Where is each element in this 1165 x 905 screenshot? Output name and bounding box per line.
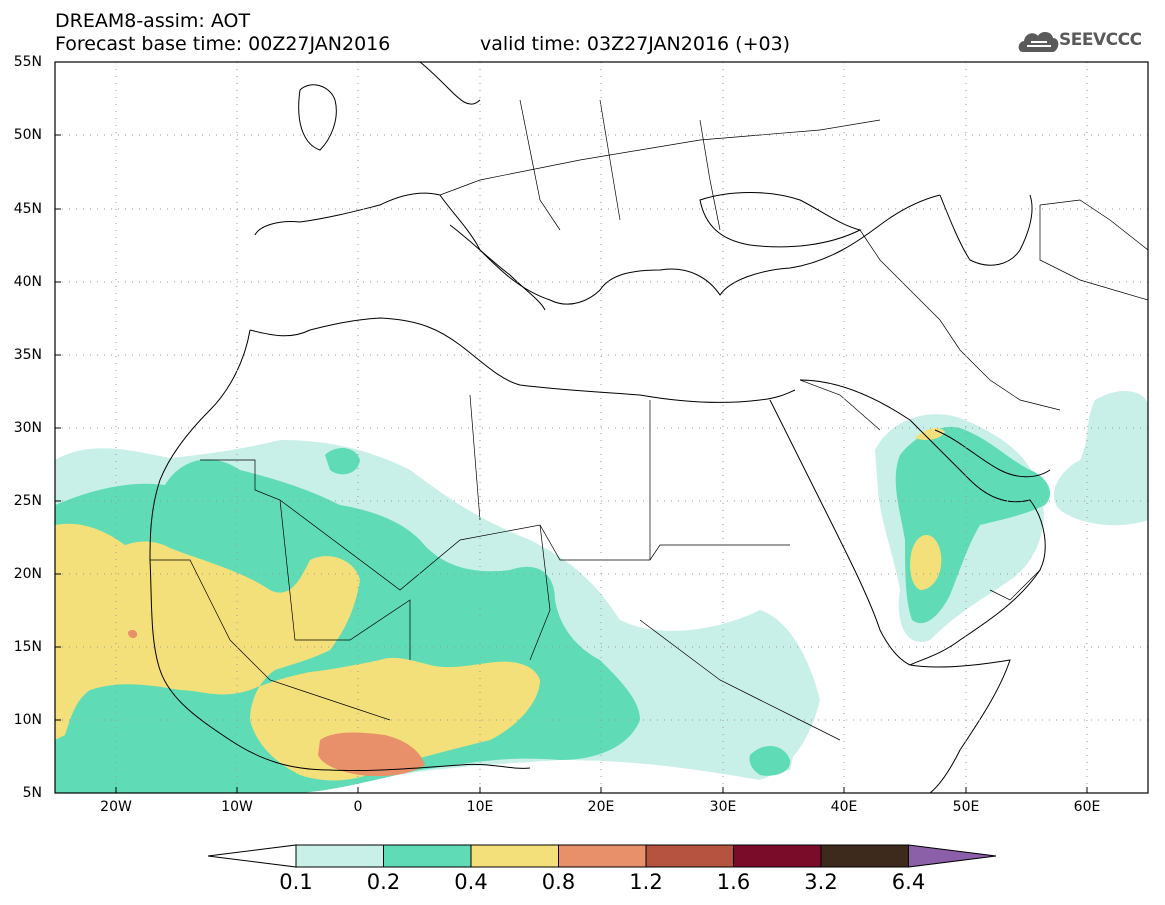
coast-northafrica — [249, 317, 796, 403]
border-sahara-3 — [469, 394, 651, 661]
aot-band-yellow-west — [55, 523, 540, 781]
lat-label: 10N — [13, 712, 42, 728]
lat-label: 55N — [13, 54, 42, 70]
colorbar-swatch — [470, 844, 559, 868]
border-mideast — [859, 229, 1061, 411]
lat-label: 35N — [13, 347, 42, 363]
colorbar — [207, 844, 997, 868]
lat-label: 30N — [13, 420, 42, 436]
axis-ticks — [55, 134, 1088, 793]
coast-italy — [449, 224, 546, 311]
lon-label: 60E — [1073, 799, 1101, 815]
aot-band-orange-ghana — [318, 732, 425, 777]
coastlines — [149, 62, 1051, 793]
coast-uk — [298, 84, 337, 151]
grid — [55, 62, 1148, 793]
colorbar-swatch — [820, 844, 909, 868]
border-sahara-2 — [279, 499, 411, 660]
aot-band-orange-dot — [128, 629, 138, 639]
forecast-base-time: Forecast base time: 00Z27JAN2016 — [55, 33, 391, 55]
valid-time: valid time: 03Z27JAN2016 (+03) — [480, 33, 791, 55]
lon-label: 30E — [709, 799, 737, 815]
aot-band-teal-north — [325, 448, 360, 475]
colorbar-swatch — [383, 844, 472, 868]
border-arabia — [799, 379, 1041, 601]
aot-band-teal-blob — [749, 745, 791, 776]
aot-band-yellow-arabia — [910, 535, 942, 590]
cloud-icon — [1018, 32, 1059, 52]
coast-europe — [254, 192, 941, 305]
logo-text: SEEVCCC — [1059, 30, 1142, 50]
lat-label: 20N — [13, 566, 42, 582]
lat-label: 15N — [13, 639, 42, 655]
colorbar-label: 0.1 — [279, 870, 313, 894]
colorbar-arrow-high — [908, 844, 997, 868]
border-central-asia — [1039, 199, 1148, 301]
colorbar-swatch — [733, 844, 822, 868]
lon-label: 10W — [221, 799, 253, 815]
lon-label: 0 — [353, 799, 363, 815]
border-europe-2 — [519, 99, 721, 231]
lat-label: 25N — [13, 493, 42, 509]
border-eastafrica — [639, 619, 841, 741]
coast-hornafrica — [909, 659, 1011, 793]
coast-arabia — [799, 379, 1046, 666]
border-europe-1 — [439, 119, 881, 196]
borders — [150, 99, 1148, 741]
aot-band-light-eastafrica — [631, 634, 797, 772]
lat-label: 40N — [13, 274, 42, 290]
lon-label: 10E — [466, 799, 494, 815]
border-sahara-1 — [200, 459, 790, 591]
colorbar-swatch — [558, 844, 647, 868]
colorbar-label: 1.6 — [716, 870, 751, 894]
colorbar-swatch — [645, 844, 734, 868]
map-title: DREAM8-assim: AOT — [55, 10, 251, 32]
coast-persiangulf — [934, 429, 1051, 478]
colorbar-label: 1.2 — [629, 870, 663, 894]
colorbar-label: 6.4 — [891, 870, 926, 894]
colorbar-arrow-low — [207, 844, 297, 868]
lat-label: 45N — [13, 201, 42, 217]
colorbar-label: 0.4 — [454, 870, 488, 894]
lon-label: 50E — [952, 799, 980, 815]
lon-label: 20E — [587, 799, 615, 815]
aot-shading — [55, 390, 1148, 793]
coast-caspian — [939, 194, 1033, 266]
colorbar-label: 0.2 — [366, 870, 401, 894]
border-westafrica — [150, 559, 391, 721]
aot-band-light-east — [1053, 390, 1148, 526]
colorbar-swatch — [295, 844, 384, 868]
lat-label: 5N — [22, 785, 42, 801]
coast-westafrica — [149, 329, 531, 772]
colorbar-label: 0.8 — [541, 870, 576, 894]
map-frame — [54, 61, 1149, 794]
colorbar-label: 3.2 — [804, 870, 838, 894]
coast-redsea — [769, 399, 911, 666]
lat-label: 50N — [13, 127, 42, 143]
coast-scandinavia — [419, 62, 481, 105]
lon-label: 20W — [100, 799, 132, 815]
lon-label: 40E — [830, 799, 858, 815]
